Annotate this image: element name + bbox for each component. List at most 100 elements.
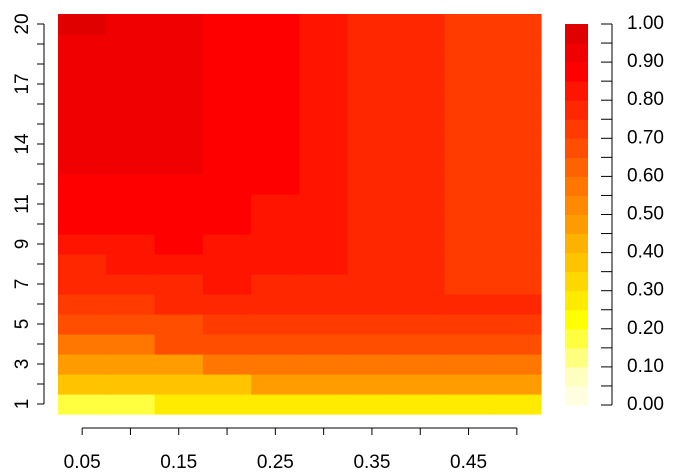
heatmap-cell xyxy=(299,214,349,235)
heatmap-cell xyxy=(396,94,445,115)
heatmap-cell xyxy=(58,134,107,155)
heatmap-cell xyxy=(299,194,349,215)
heatmap-cell xyxy=(202,234,252,255)
y-tick-label: 11 xyxy=(12,194,33,214)
heatmap-cell xyxy=(444,274,494,295)
heatmap-cell xyxy=(492,234,542,255)
heatmap-cell xyxy=(251,174,301,195)
heatmap-cell xyxy=(154,94,204,115)
heatmap-cell xyxy=(106,354,156,375)
heatmap-cell xyxy=(58,194,107,215)
heatmap-cell xyxy=(202,254,252,275)
heatmap-cell xyxy=(444,94,494,115)
legend-swatch xyxy=(565,233,588,254)
heatmap-cell xyxy=(299,34,349,55)
heatmap-cell xyxy=(347,94,397,115)
heatmap-cell xyxy=(58,314,107,335)
heatmap-cell xyxy=(347,194,397,215)
y-tick-label: 3 xyxy=(12,359,33,370)
heatmap-cell xyxy=(347,214,397,235)
heatmap-cell xyxy=(492,174,542,195)
heatmap-cell xyxy=(251,234,301,255)
legend-tick-label: 0.60 xyxy=(627,165,664,186)
x-tick-label: 0.15 xyxy=(160,452,197,473)
heatmap-cell xyxy=(58,254,107,275)
heatmap-cell xyxy=(299,174,349,195)
heatmap-cell xyxy=(106,274,156,295)
heatmap-cell xyxy=(396,194,445,215)
heatmap-cell xyxy=(492,94,542,115)
heatmap-cell xyxy=(154,294,204,315)
heatmap-cell xyxy=(444,334,494,355)
heatmap-cell xyxy=(299,254,349,275)
legend-swatch xyxy=(565,119,588,139)
heatmap-cell xyxy=(154,74,204,95)
legend-swatch xyxy=(565,24,588,44)
heatmap-cell xyxy=(251,194,301,215)
heatmap-cell xyxy=(492,154,542,175)
heatmap-cell xyxy=(106,374,156,395)
legend-tick-label: 0.10 xyxy=(627,356,664,377)
heatmap-cell xyxy=(202,274,252,295)
heatmap-cell xyxy=(396,274,445,295)
legend-swatch xyxy=(565,195,588,215)
heatmap-cell xyxy=(347,74,397,95)
heatmap-cell xyxy=(396,254,445,275)
heatmap-cell xyxy=(396,334,445,355)
heatmap-cell xyxy=(251,134,301,155)
heatmap-cell xyxy=(299,234,349,255)
y-tick-label: 17 xyxy=(12,73,33,94)
heatmap-cells xyxy=(58,14,542,415)
heatmap-cell xyxy=(202,214,252,235)
heatmap-cell xyxy=(444,234,494,255)
y-tick-label: 5 xyxy=(12,319,33,330)
heatmap-cell xyxy=(444,74,494,95)
legend-tick-label: 0.40 xyxy=(627,242,664,263)
heatmap-cell xyxy=(396,234,445,255)
heatmap-cell xyxy=(347,154,397,175)
heatmap-cell xyxy=(106,154,156,175)
heatmap-cell xyxy=(347,174,397,195)
heatmap-cell xyxy=(154,354,204,375)
x-tick-label: 0.05 xyxy=(64,452,101,473)
heatmap-cell xyxy=(492,274,542,295)
heatmap-cell xyxy=(492,74,542,95)
heatmap-cell xyxy=(492,214,542,235)
heatmap-cell xyxy=(444,14,494,35)
heatmap-cell xyxy=(106,334,156,355)
legend-swatch xyxy=(565,100,588,120)
heatmap-cell xyxy=(58,374,107,395)
heatmap-cell xyxy=(347,114,397,135)
heatmap-cell xyxy=(444,214,494,235)
heatmap-cell xyxy=(299,374,349,395)
heatmap-cell xyxy=(396,14,445,35)
heatmap-cell xyxy=(154,314,204,335)
heatmap-cell xyxy=(396,114,445,135)
heatmap-cell xyxy=(106,314,156,335)
heatmap-cell xyxy=(106,74,156,95)
heatmap-cell xyxy=(492,134,542,155)
heatmap-cell xyxy=(347,274,397,295)
legend-swatch xyxy=(565,252,588,273)
heatmap-cell xyxy=(251,94,301,115)
legend-tick-label: 0.50 xyxy=(627,204,664,225)
heatmap-cell xyxy=(396,154,445,175)
x-tick-label: 0.35 xyxy=(353,452,390,473)
heatmap-cell xyxy=(347,394,397,415)
heatmap-cell xyxy=(347,294,397,315)
heatmap-cell xyxy=(396,34,445,55)
heatmap-cell xyxy=(106,94,156,115)
heatmap-cell xyxy=(202,294,252,315)
heatmap-cell xyxy=(106,54,156,75)
heatmap-cell xyxy=(58,14,107,35)
heatmap-cell xyxy=(396,394,445,415)
heatmap-cell xyxy=(154,234,204,255)
heatmap-cell xyxy=(347,14,397,35)
heatmap-cell xyxy=(347,374,397,395)
heatmap-cell xyxy=(251,294,301,315)
heatmap-cell xyxy=(299,94,349,115)
heatmap-cell xyxy=(251,334,301,355)
heatmap-cell xyxy=(347,234,397,255)
heatmap-cell xyxy=(58,34,107,55)
legend-swatch xyxy=(565,214,588,235)
